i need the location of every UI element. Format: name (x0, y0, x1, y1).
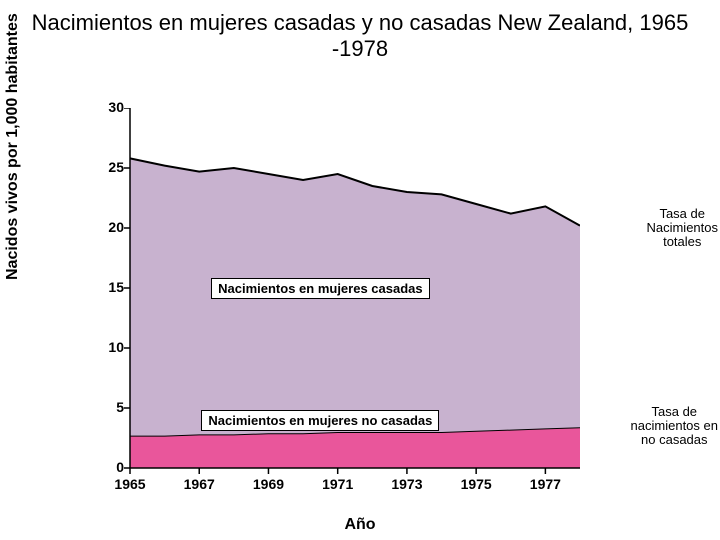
x-tick-label: 1977 (525, 476, 565, 492)
chart-inset-label: Nacimientos en mujeres no casadas (201, 410, 439, 431)
y-tick-label: 20 (96, 219, 124, 235)
y-tick-label: 10 (96, 339, 124, 355)
x-tick-label: 1971 (318, 476, 358, 492)
y-axis-label: Nacidos vivos por 1,000 habitantes (4, 13, 22, 280)
y-tick-label: 15 (96, 279, 124, 295)
x-tick-label: 1973 (387, 476, 427, 492)
chart-inset-label: Nacimientos en mujeres casadas (211, 278, 430, 299)
y-tick-label: 30 (96, 99, 124, 115)
chart-margin-label: Tasa deNacimientostotales (646, 207, 718, 250)
x-tick-label: 1967 (179, 476, 219, 492)
chart-margin-label: Tasa denacimientos enno casadas (631, 405, 718, 448)
y-tick-label: 0 (96, 459, 124, 475)
chart-title: Nacimientos en mujeres casadas y no casa… (0, 0, 720, 62)
x-axis-label: Año (0, 516, 720, 534)
y-tick-label: 25 (96, 159, 124, 175)
x-tick-label: 1969 (248, 476, 288, 492)
x-tick-label: 1965 (110, 476, 150, 492)
x-tick-label: 1975 (456, 476, 496, 492)
y-tick-label: 5 (96, 399, 124, 415)
